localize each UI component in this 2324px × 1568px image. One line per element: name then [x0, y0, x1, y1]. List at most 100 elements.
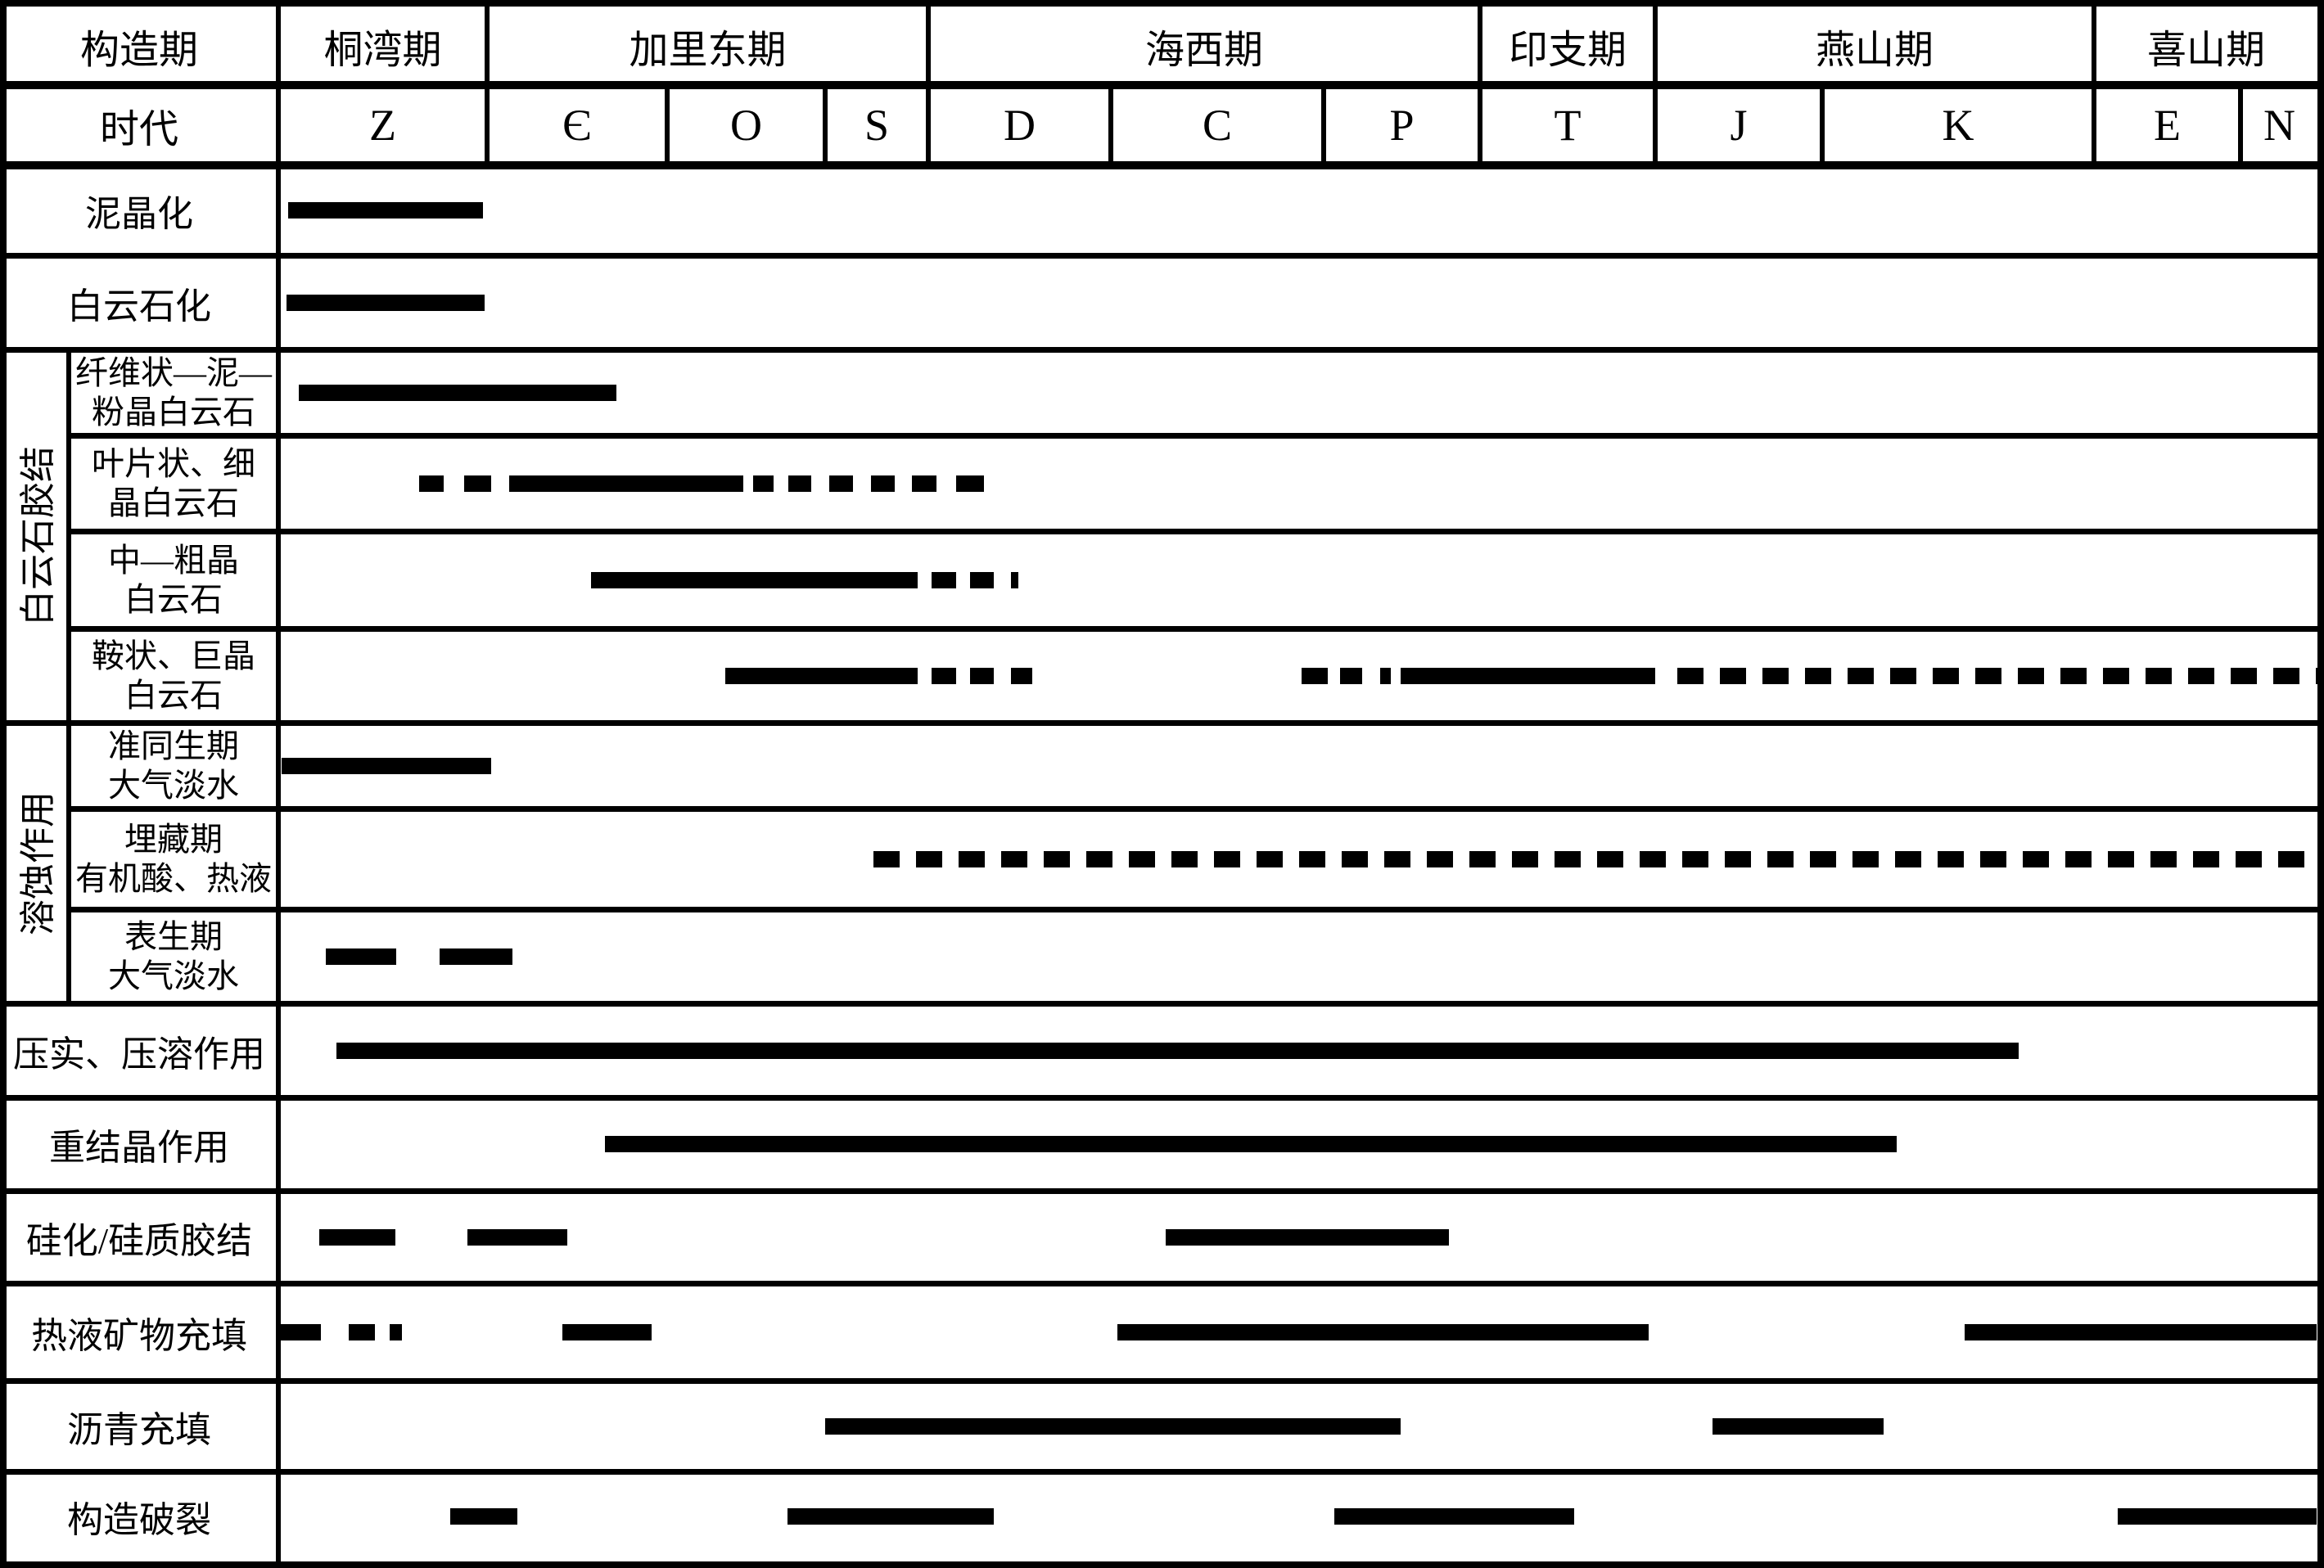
era-header-3: O: [730, 101, 762, 150]
bar-5-4-solid: [1011, 571, 1018, 588]
bar-3-1-solid: [299, 384, 616, 401]
period-divider-5: [2092, 7, 2096, 85]
row-label-10: 压实、压溶作用: [13, 1034, 265, 1075]
era-divider-11: [2238, 85, 2243, 165]
bar-14-1-solid: [825, 1417, 1401, 1435]
bar-5-2-solid: [932, 571, 956, 588]
bar-4-4-solid: [753, 475, 774, 492]
period-divider-1: [485, 7, 490, 85]
era-header-10: K: [1942, 101, 1974, 150]
period-header-5: 燕山期: [1815, 29, 1934, 72]
table-border-bottom: [0, 1561, 2324, 1568]
era-divider-6: [1321, 85, 1326, 165]
era-divider-7: [1478, 85, 1482, 165]
bar-4-3-solid: [509, 475, 743, 492]
row-label-1: 泥晶化: [85, 194, 193, 234]
row-line-6: [0, 720, 2318, 726]
bar-6-8-solid: [1401, 667, 1655, 684]
era-divider-10: [2092, 85, 2096, 165]
period-divider-3: [1478, 7, 1482, 85]
bar-6-7-solid: [1380, 667, 1391, 684]
era-divider-3: [823, 85, 828, 165]
bar-4-5-solid: [788, 475, 811, 492]
row-label-5: 中—粗晶 白云石: [108, 541, 239, 618]
row-line-8: [69, 907, 2318, 912]
bar-1-1-solid: [288, 202, 483, 219]
bar-6-6-solid: [1340, 667, 1362, 684]
period-divider-2: [926, 7, 931, 85]
period-header-label: 构造期: [79, 29, 198, 72]
bar-6-3-solid: [970, 667, 994, 684]
bar-4-6-solid: [829, 475, 853, 492]
era-header-11: E: [2154, 101, 2181, 150]
bar-6-9-dashed: [1677, 667, 2318, 684]
era-divider-4: [926, 85, 931, 165]
period-divider-4: [1653, 7, 1658, 85]
row-line-4: [69, 529, 2318, 534]
table-border-right: [2317, 0, 2324, 1568]
group-column-line: [66, 349, 71, 1003]
bar-13-3-solid: [390, 1323, 402, 1340]
table-border-left: [0, 0, 7, 1568]
bar-15-2-solid: [787, 1508, 994, 1525]
bar-8-1-dashed: [873, 850, 2307, 867]
row-line-11: [0, 1188, 2318, 1194]
row-label-11: 重结晶作用: [49, 1128, 229, 1168]
bar-2-1-solid: [287, 294, 485, 311]
period-header-6: 喜山期: [2146, 29, 2265, 72]
bar-4-2-solid: [464, 475, 491, 492]
row-line-5: [69, 626, 2318, 632]
era-header-8: T: [1554, 101, 1582, 150]
bar-13-6-solid: [1965, 1323, 2317, 1340]
row-label-8: 埋藏期 有机酸、热液: [75, 820, 272, 897]
row-label-12: 硅化/硅质胶结: [25, 1220, 253, 1261]
bar-4-9-solid: [956, 475, 984, 492]
row-label-13: 热液矿物充填: [31, 1315, 247, 1356]
row-label-9: 表生期 大气淡水: [108, 917, 239, 994]
era-header-9: J: [1730, 101, 1748, 150]
bar-5-3-solid: [970, 571, 994, 588]
era-header-1: Z: [369, 101, 396, 150]
label-column-line: [276, 0, 281, 1568]
era-header-7: P: [1389, 101, 1415, 150]
row-label-15: 构造破裂: [67, 1500, 211, 1540]
bar-7-1-solid: [282, 757, 491, 774]
row-label-14: 沥青充填: [67, 1409, 211, 1450]
bar-4-1-solid: [419, 475, 444, 492]
period-header-2: 加里东期: [629, 29, 787, 72]
header-split-line: [0, 81, 2324, 89]
bar-13-5-solid: [1117, 1323, 1649, 1340]
row-label-3: 纤维状—泥— 粉晶白云石: [75, 354, 272, 430]
era-divider-1: [485, 85, 490, 165]
row-line-7: [69, 806, 2318, 812]
period-header-4: 印支期: [1508, 29, 1627, 72]
bar-4-7-solid: [871, 475, 895, 492]
era-header-5: D: [1004, 101, 1036, 150]
bar-15-4-solid: [2118, 1508, 2317, 1525]
row-label-7: 准同生期 大气淡水: [108, 727, 239, 804]
era-header-2: Є: [562, 101, 592, 150]
era-divider-9: [1820, 85, 1825, 165]
row-line-2: [0, 347, 2318, 353]
row-line-3: [69, 433, 2318, 439]
bar-12-1-solid: [319, 1228, 395, 1246]
bar-6-2-solid: [932, 667, 956, 684]
bar-13-2-solid: [349, 1323, 375, 1340]
bar-6-4-solid: [1011, 667, 1032, 684]
row-line-9: [0, 1001, 2318, 1007]
bar-14-2-solid: [1713, 1417, 1884, 1435]
bar-12-2-solid: [467, 1228, 567, 1246]
bar-6-5-solid: [1302, 667, 1328, 684]
bar-6-1-solid: [725, 667, 918, 684]
group-label-dolomite-cement: 白云石胶结: [18, 446, 58, 626]
bar-10-1-solid: [336, 1042, 2019, 1059]
header-bottom-line: [0, 161, 2324, 169]
bar-9-2-solid: [440, 948, 512, 965]
bar-13-4-solid: [562, 1323, 652, 1340]
row-line-12: [0, 1281, 2318, 1286]
row-line-14: [0, 1469, 2318, 1475]
group-label-dissolution: 溶蚀作用: [18, 791, 58, 935]
bar-11-1-solid: [605, 1136, 1897, 1152]
bar-4-8-solid: [912, 475, 936, 492]
era-header-label: 时代: [99, 108, 178, 151]
